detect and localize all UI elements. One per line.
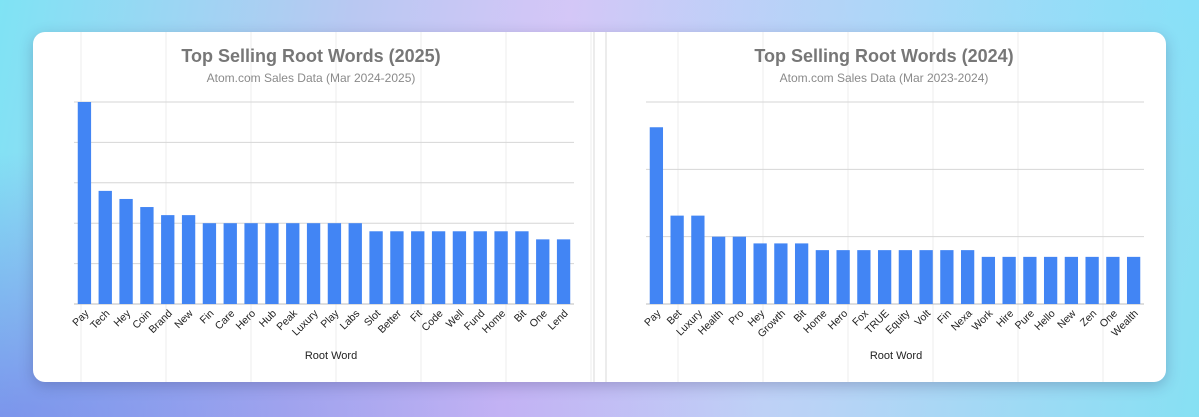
- x-tick-label: Pure: [1013, 307, 1037, 331]
- x-tick-label: Nexa: [949, 307, 975, 333]
- bar-wealth: [1126, 256, 1141, 304]
- bar-slot: [369, 231, 383, 304]
- bar-hub: [265, 223, 279, 304]
- x-tick-label: New: [1055, 307, 1079, 331]
- charts-card: Top Selling Root Words (2025) Atom.com S…: [33, 32, 1166, 382]
- bar-better: [390, 231, 404, 304]
- bar-hire: [1002, 256, 1016, 304]
- gridlines: [646, 101, 1144, 305]
- bar-tech: [98, 190, 112, 304]
- bar-hero: [244, 223, 258, 304]
- bar-volt: [919, 250, 933, 304]
- x-tick-label: Work: [970, 307, 996, 333]
- bar-hello: [1043, 256, 1058, 304]
- chart-2024[interactable]: Top Selling Root Words (2024) Atom.com S…: [642, 46, 1144, 362]
- bar-home: [815, 250, 830, 304]
- x-tick-label: Care: [213, 307, 238, 332]
- x-tick-label: New: [172, 307, 196, 331]
- chart-subtitle: Atom.com Sales Data (Mar 2024-2025): [207, 71, 416, 85]
- x-tick-label: Brand: [147, 307, 175, 335]
- bar-work: [981, 256, 996, 304]
- x-tick-label: Hero: [234, 307, 259, 332]
- chart-2025[interactable]: Top Selling Root Words (2025) Atom.com S…: [70, 46, 574, 362]
- bar-fin: [940, 250, 954, 304]
- x-tick-label: Equity: [883, 307, 913, 337]
- bar-brand: [161, 215, 175, 304]
- chart-title: Top Selling Root Words (2024): [754, 46, 1013, 66]
- x-tick-label: Zen: [1078, 307, 1099, 328]
- spreadsheet-background: [80, 32, 1104, 382]
- bar-pure: [1023, 256, 1037, 304]
- bar-coin: [140, 207, 154, 304]
- bar-pro: [732, 236, 747, 304]
- bar-bit: [515, 231, 529, 304]
- bar-lend: [556, 239, 571, 304]
- x-tick-label: Pay: [70, 307, 92, 329]
- bar-bet: [670, 215, 684, 304]
- bar-code: [431, 231, 446, 304]
- bar-pay: [77, 102, 92, 304]
- gridlines: [74, 101, 574, 305]
- x-tick-label: Better: [376, 307, 405, 336]
- bar-one: [1106, 256, 1120, 304]
- x-tick-label: Lend: [546, 307, 571, 332]
- x-axis-title: Root Word: [305, 350, 357, 362]
- x-tick-label: Labs: [338, 308, 363, 333]
- chart-subtitle: Atom.com Sales Data (Mar 2023-2024): [780, 71, 989, 85]
- x-tick-label: One: [527, 307, 550, 330]
- bar-health: [711, 236, 726, 304]
- bar-one: [536, 239, 550, 304]
- x-tick-label: Home: [480, 307, 508, 335]
- bar-pay: [649, 127, 664, 304]
- x-tick-label: Play: [319, 307, 342, 330]
- x-tick-label: Pay: [642, 307, 664, 329]
- bar-fox: [857, 250, 871, 304]
- bar-fit: [411, 231, 425, 304]
- bar-fund: [473, 231, 487, 304]
- x-tick-label: Code: [419, 307, 445, 333]
- bar-hey: [753, 243, 767, 304]
- bar-bit: [794, 243, 809, 304]
- x-tick-label: Hire: [994, 307, 1016, 329]
- bar-true: [877, 250, 892, 304]
- x-tick-label: Hello: [1032, 307, 1058, 333]
- bar-luxury: [691, 215, 705, 304]
- charts-canvas: Top Selling Root Words (2025) Atom.com S…: [70, 32, 1144, 382]
- bar-zen: [1085, 256, 1099, 304]
- x-tick-label: Pro: [726, 307, 746, 327]
- x-tick-label: Hero: [826, 307, 851, 332]
- bar-home: [494, 231, 508, 304]
- bar-care: [223, 223, 237, 304]
- bar-growth: [774, 243, 788, 304]
- bar-new: [181, 215, 196, 304]
- bar-hey: [119, 198, 133, 304]
- x-axis-title: Root Word: [870, 350, 922, 362]
- bar-fin: [202, 223, 217, 304]
- bar-hero: [836, 250, 850, 304]
- bar-nexa: [960, 250, 975, 304]
- x-tick-label: Home: [801, 307, 829, 335]
- x-tick-label: Tech: [88, 307, 112, 331]
- bar-luxury: [306, 223, 321, 304]
- x-tick-label: Volt: [912, 308, 933, 329]
- bars: [77, 102, 571, 304]
- bar-well: [452, 231, 467, 304]
- bar-labs: [348, 223, 362, 304]
- bars: [649, 127, 1141, 304]
- bar-play: [327, 223, 342, 304]
- bar-new: [1064, 256, 1079, 304]
- bar-equity: [898, 250, 913, 304]
- spreadsheet-gap: [594, 32, 606, 382]
- x-tick-label: Hey: [111, 307, 133, 329]
- bar-peak: [286, 223, 300, 304]
- chart-title: Top Selling Root Words (2025): [181, 46, 440, 66]
